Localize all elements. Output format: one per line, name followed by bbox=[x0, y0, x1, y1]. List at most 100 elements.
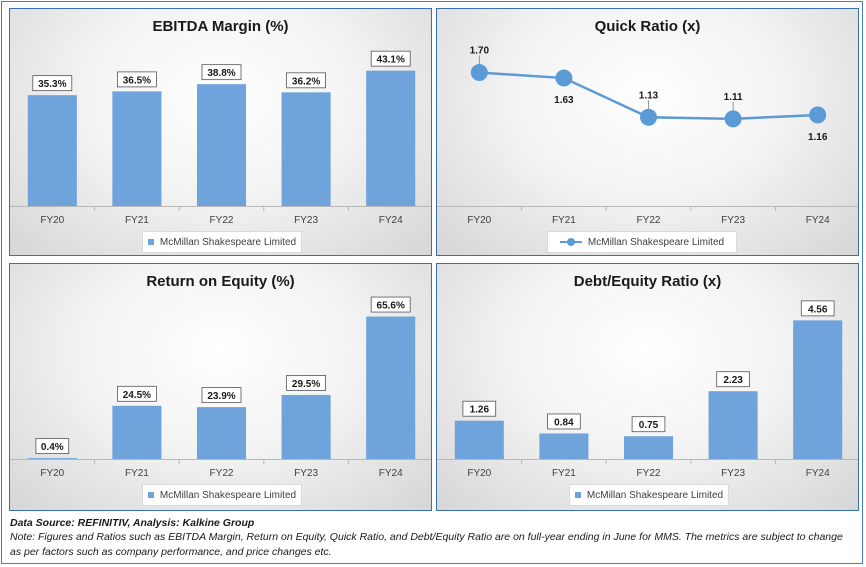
chart-legend: McMillan Shakespeare Limited bbox=[142, 484, 302, 506]
data-label: 0.75 bbox=[639, 420, 659, 431]
data-label: 24.5% bbox=[123, 390, 151, 401]
bar bbox=[27, 458, 77, 459]
data-label-box bbox=[547, 413, 581, 430]
quick-ratio-panel: Quick Ratio (x) FY20 FY21 FY22 FY23 FY24 1.70… bbox=[436, 8, 859, 256]
data-label: 1.70 bbox=[470, 46, 490, 57]
chart-legend: McMillan Shakespeare Limited bbox=[142, 231, 302, 253]
legend-label: McMillan Shakespeare Limited bbox=[159, 236, 297, 248]
legend-swatch bbox=[574, 492, 581, 498]
x-tick-label: FY24 bbox=[379, 468, 403, 479]
bar bbox=[27, 95, 77, 206]
x-tick-label: FY20 bbox=[40, 215, 64, 226]
x-tick-label: FY24 bbox=[806, 468, 830, 479]
legend-label: McMillan Shakespeare Limited bbox=[586, 489, 724, 501]
data-label: 0.84 bbox=[554, 417, 574, 428]
data-label: 1.11 bbox=[724, 92, 743, 103]
data-point bbox=[640, 108, 657, 126]
x-tick-label: FY23 bbox=[721, 215, 745, 226]
footnote: Note: Figures and Ratios such as EBITDA … bbox=[10, 531, 843, 558]
return-on-equity-panel: Return on Equity (%) FY20 FY21 FY22 FY23 FY2… bbox=[9, 263, 432, 511]
x-tick-label: FY21 bbox=[552, 215, 576, 226]
data-label-box bbox=[201, 64, 242, 81]
bar bbox=[112, 405, 162, 459]
data-label-box bbox=[286, 375, 327, 391]
return-on-equity-chart: FY20 FY21 FY22 FY23 FY24 0.4% 24.5% 23.9% 29.5% 6… bbox=[10, 296, 431, 479]
data-label: 4.56 bbox=[808, 304, 828, 315]
bar bbox=[281, 394, 331, 459]
data-label: 35.3% bbox=[38, 79, 66, 90]
data-point bbox=[555, 69, 573, 87]
chart-title: Return on Equity (%) bbox=[146, 273, 295, 290]
bar bbox=[623, 436, 674, 459]
bar bbox=[196, 84, 247, 206]
data-label: 23.9% bbox=[207, 391, 235, 402]
x-tick-label: FY21 bbox=[552, 468, 576, 479]
x-tick-label: FY20 bbox=[467, 468, 491, 479]
data-point bbox=[809, 106, 827, 124]
data-label: 65.6% bbox=[377, 301, 405, 312]
data-label-box bbox=[32, 75, 73, 92]
bar bbox=[281, 92, 331, 206]
data-label-box bbox=[631, 416, 666, 433]
chart-legend: McMillan Shakespeare Limited bbox=[569, 484, 729, 506]
data-point bbox=[470, 64, 488, 82]
bar bbox=[539, 433, 589, 459]
x-tick-label: FY21 bbox=[125, 215, 149, 226]
data-label: 1.16 bbox=[808, 132, 828, 143]
ebitda-margin-chart: FY20 FY21 FY22 FY23 FY24 35.3% 36.5% 38.8% 36.2%… bbox=[10, 50, 431, 226]
data-label: 2.23 bbox=[723, 375, 743, 386]
x-tick-label: FY24 bbox=[806, 215, 830, 226]
data-label-box bbox=[370, 50, 411, 67]
data-label-box bbox=[117, 385, 157, 402]
x-tick-label: FY20 bbox=[467, 215, 491, 226]
chart-legend: McMillan Shakespeare Limited bbox=[547, 231, 737, 253]
bar bbox=[708, 391, 758, 459]
debt-equity-panel: Debt/Equity Ratio (x) FY20 FY21 FY22 FY23 FY… bbox=[436, 263, 859, 511]
data-label-box bbox=[370, 296, 411, 313]
quick-ratio-chart: FY20 FY21 FY22 FY23 FY24 1.70 1.63 1.13 1.11 1.16 bbox=[437, 46, 858, 226]
bar bbox=[366, 70, 416, 206]
data-label-box bbox=[201, 387, 242, 404]
bar bbox=[196, 407, 247, 459]
x-tick-label: FY22 bbox=[637, 468, 661, 479]
data-label: 0.4% bbox=[41, 442, 64, 453]
bar bbox=[793, 320, 843, 459]
x-tick-label: FY22 bbox=[637, 215, 661, 226]
data-label: 36.2% bbox=[292, 76, 320, 87]
legend-swatch bbox=[559, 237, 582, 247]
data-source: Data Source: REFINITIV, Analysis: Kalkin… bbox=[10, 517, 255, 529]
x-tick-label: FY22 bbox=[210, 468, 234, 479]
data-label: 1.26 bbox=[470, 405, 490, 416]
data-label-box bbox=[716, 371, 750, 388]
data-label-box bbox=[462, 400, 497, 417]
legend-label: McMillan Shakespeare Limited bbox=[587, 236, 725, 248]
chart-title: Quick Ratio (x) bbox=[594, 18, 701, 35]
ebitda-margin-panel: EBITDA Margin (%) FY20 FY21 FY22 FY23 FY24 35… bbox=[9, 8, 432, 256]
x-tick-label: FY24 bbox=[379, 215, 403, 226]
x-tick-label: FY22 bbox=[210, 215, 234, 226]
debt-equity-chart: FY20 FY21 FY22 FY23 FY24 1.26 0.84 0.75 2.23 4.56 bbox=[437, 300, 858, 479]
x-tick-label: FY21 bbox=[125, 468, 149, 479]
data-label: 43.1% bbox=[377, 55, 405, 66]
bar bbox=[366, 316, 416, 459]
data-label: 38.8% bbox=[207, 68, 235, 79]
bar bbox=[454, 420, 504, 459]
x-tick-label: FY20 bbox=[40, 468, 64, 479]
chart-title: EBITDA Margin (%) bbox=[152, 18, 289, 35]
data-label: 1.63 bbox=[554, 95, 574, 106]
bar bbox=[112, 91, 162, 206]
chart-title: Debt/Equity Ratio (x) bbox=[573, 273, 722, 290]
x-tick-label: FY23 bbox=[294, 468, 318, 479]
footer: Data Source: REFINITIV, Analysis: Kalkin… bbox=[10, 516, 856, 560]
x-tick-label: FY23 bbox=[721, 468, 745, 479]
data-label: 36.5% bbox=[123, 75, 151, 86]
data-label-box bbox=[117, 71, 157, 88]
legend-swatch bbox=[147, 239, 154, 245]
legend-swatch bbox=[147, 492, 154, 498]
data-label-box bbox=[35, 438, 70, 455]
data-label-box bbox=[286, 72, 327, 89]
x-tick-label: FY23 bbox=[294, 215, 318, 226]
data-label-box bbox=[800, 300, 835, 317]
data-point bbox=[724, 110, 742, 128]
